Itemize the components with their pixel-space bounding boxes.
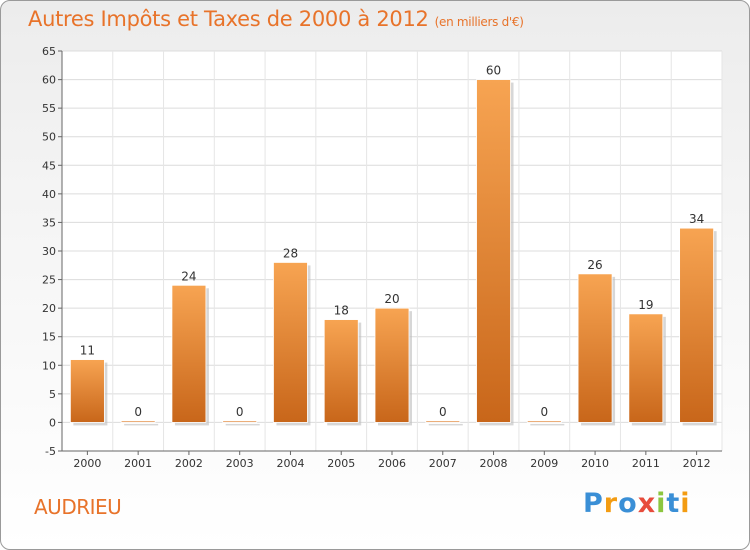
y-tick-label: 35 [42, 216, 56, 229]
chart-title: Autres Impôts et Taxes de 2000 à 2012 (en… [28, 7, 524, 31]
bar [273, 262, 308, 423]
data-label: 11 [80, 344, 95, 358]
proxiti-logo: Proxiti [583, 488, 691, 519]
data-label: 60 [486, 64, 501, 78]
logo-letter: i [680, 488, 691, 519]
x-tick-label: 2006 [378, 457, 406, 470]
bar [120, 420, 156, 423]
data-label: 0 [439, 405, 447, 419]
bar [526, 420, 562, 423]
y-tick-label: 15 [42, 331, 56, 344]
data-label: 0 [134, 405, 142, 419]
logo-letter: r [603, 488, 619, 519]
commune-name: AUDRIEU [34, 495, 122, 519]
y-tick-label: 5 [49, 388, 56, 401]
bar [222, 420, 258, 423]
y-tick-label: 45 [42, 159, 56, 172]
x-tick-label: 2002 [175, 457, 203, 470]
y-tick-label: 55 [42, 102, 56, 115]
y-tick-label: 10 [42, 359, 56, 372]
x-tick-label: 2008 [480, 457, 508, 470]
y-tick-label: 40 [42, 188, 56, 201]
data-label: 18 [334, 304, 349, 318]
y-tick-label: 25 [42, 274, 56, 287]
data-label: 26 [587, 258, 602, 272]
bar-shadow [530, 423, 565, 426]
x-tick-label: 2011 [632, 457, 660, 470]
bar [323, 319, 359, 423]
y-tick-label: -5 [45, 445, 56, 458]
bar [171, 284, 207, 423]
bar-shadow [225, 423, 260, 426]
logo-letter: o [618, 488, 638, 519]
data-label: 19 [638, 298, 653, 312]
logo-letter: x [637, 488, 657, 519]
plot-area: -505101520253035404550556065112000020012… [42, 45, 723, 470]
x-tick-label: 2000 [73, 457, 101, 470]
y-tick-label: 30 [42, 245, 56, 258]
chart-unit: (en milliers d'€) [434, 15, 524, 29]
y-tick-label: 60 [42, 74, 56, 87]
x-tick-label: 2012 [683, 457, 711, 470]
y-tick-label: 0 [49, 416, 56, 429]
bar [374, 307, 410, 423]
y-tick-label: 65 [42, 45, 56, 58]
logo-letter: t [666, 488, 681, 519]
bar [628, 313, 664, 423]
x-tick-label: 2005 [327, 457, 355, 470]
data-label: 20 [384, 292, 399, 306]
y-tick-label: 20 [42, 302, 56, 315]
bar [577, 273, 613, 423]
logo-letter: P [583, 488, 604, 519]
chart-title-text: Autres Impôts et Taxes de 2000 à 2012 [28, 7, 429, 31]
bar-shadow [124, 423, 159, 426]
x-tick-label: 2003 [226, 457, 254, 470]
data-label: 34 [689, 212, 704, 226]
bar [425, 420, 461, 423]
bar [679, 227, 715, 423]
y-tick-label: 50 [42, 131, 56, 144]
bar-shadow [428, 423, 463, 426]
bar [476, 79, 511, 423]
x-tick-label: 2004 [276, 457, 304, 470]
data-label: 0 [236, 405, 244, 419]
bar [69, 359, 105, 423]
data-label: 24 [181, 269, 196, 283]
data-label: 0 [540, 405, 548, 419]
x-tick-label: 2010 [581, 457, 609, 470]
x-tick-label: 2007 [429, 457, 457, 470]
x-tick-label: 2001 [124, 457, 152, 470]
x-tick-label: 2009 [530, 457, 558, 470]
logo-letter: i [656, 488, 667, 519]
data-label: 28 [283, 246, 298, 260]
